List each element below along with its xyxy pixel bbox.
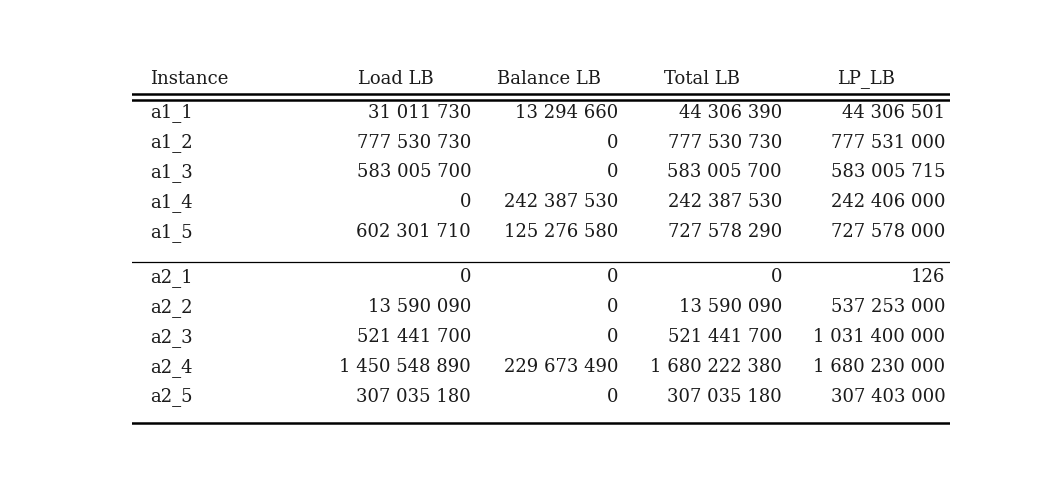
Text: Balance LB: Balance LB xyxy=(497,70,601,88)
Text: 242 387 530: 242 387 530 xyxy=(504,193,618,211)
Text: a2_2: a2_2 xyxy=(150,298,192,317)
Text: 602 301 710: 602 301 710 xyxy=(357,224,472,242)
Text: 727 578 290: 727 578 290 xyxy=(668,224,782,242)
Text: 0: 0 xyxy=(770,268,782,286)
Text: 125 276 580: 125 276 580 xyxy=(504,224,618,242)
Text: 521 441 700: 521 441 700 xyxy=(668,328,782,346)
Text: a1_3: a1_3 xyxy=(150,163,193,182)
Text: 0: 0 xyxy=(460,268,472,286)
Text: a1_2: a1_2 xyxy=(150,133,192,152)
Text: 0: 0 xyxy=(607,328,618,346)
Text: 307 035 180: 307 035 180 xyxy=(667,388,782,406)
Text: 126: 126 xyxy=(912,268,945,286)
Text: 0: 0 xyxy=(460,193,472,211)
Text: 242 387 530: 242 387 530 xyxy=(668,193,782,211)
Text: 44 306 390: 44 306 390 xyxy=(678,104,782,122)
Text: 242 406 000: 242 406 000 xyxy=(831,193,945,211)
Text: a2_1: a2_1 xyxy=(150,268,192,287)
Text: a1_1: a1_1 xyxy=(150,103,193,122)
Text: 0: 0 xyxy=(607,268,618,286)
Text: 0: 0 xyxy=(607,298,618,316)
Text: 31 011 730: 31 011 730 xyxy=(368,104,472,122)
Text: LP_LB: LP_LB xyxy=(837,69,895,88)
Text: 0: 0 xyxy=(607,163,618,181)
Text: 777 531 000: 777 531 000 xyxy=(831,134,945,152)
Text: 1 450 548 890: 1 450 548 890 xyxy=(340,358,472,376)
Text: a2_3: a2_3 xyxy=(150,328,192,347)
Text: a1_4: a1_4 xyxy=(150,193,192,212)
Text: 537 253 000: 537 253 000 xyxy=(831,298,945,316)
Text: 13 590 090: 13 590 090 xyxy=(678,298,782,316)
Text: 1 680 230 000: 1 680 230 000 xyxy=(813,358,945,376)
Text: Instance: Instance xyxy=(150,70,228,88)
Text: 229 673 490: 229 673 490 xyxy=(504,358,618,376)
Text: 727 578 000: 727 578 000 xyxy=(831,224,945,242)
Text: 777 530 730: 777 530 730 xyxy=(357,134,472,152)
Text: 0: 0 xyxy=(607,388,618,406)
Text: 13 294 660: 13 294 660 xyxy=(515,104,618,122)
Text: 583 005 700: 583 005 700 xyxy=(357,163,472,181)
Text: 583 005 700: 583 005 700 xyxy=(667,163,782,181)
Text: 13 590 090: 13 590 090 xyxy=(368,298,472,316)
Text: a1_5: a1_5 xyxy=(150,223,192,242)
Text: a2_5: a2_5 xyxy=(150,387,192,406)
Text: 583 005 715: 583 005 715 xyxy=(831,163,945,181)
Text: Total LB: Total LB xyxy=(665,70,741,88)
Text: Load LB: Load LB xyxy=(358,70,434,88)
Text: 44 306 501: 44 306 501 xyxy=(842,104,945,122)
Text: 1 031 400 000: 1 031 400 000 xyxy=(813,328,945,346)
Text: 521 441 700: 521 441 700 xyxy=(357,328,472,346)
Text: 777 530 730: 777 530 730 xyxy=(668,134,782,152)
Text: a2_4: a2_4 xyxy=(150,358,192,377)
Text: 307 035 180: 307 035 180 xyxy=(357,388,472,406)
Text: 0: 0 xyxy=(607,134,618,152)
Text: 307 403 000: 307 403 000 xyxy=(830,388,945,406)
Text: 1 680 222 380: 1 680 222 380 xyxy=(650,358,782,376)
